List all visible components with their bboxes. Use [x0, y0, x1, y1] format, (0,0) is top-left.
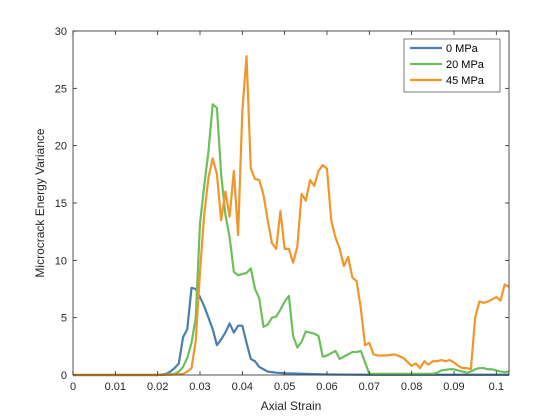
y-tick-label: 10: [55, 255, 67, 267]
x-tick-label: 0.08: [401, 381, 422, 393]
series-line-45-mpa: [73, 55, 510, 377]
x-axis: 0 0.01 0.02 0.03 0.04 0.05 0.06 0.07 0.08 0.09 0.1: [70, 31, 504, 393]
y-tick-label: 5: [61, 313, 67, 325]
x-tick-label: 0.09: [443, 381, 464, 393]
y-tick-label: 25: [55, 83, 67, 95]
x-tick-label: 0.06: [316, 381, 337, 393]
x-tick-label: 0.07: [359, 381, 380, 393]
y-axis-label: Microcrack Energy Variance: [33, 128, 47, 277]
x-tick-label: 0.04: [232, 381, 253, 393]
legend-entry-label: 20 MPa: [446, 59, 485, 71]
y-tick-label: 0: [61, 370, 67, 382]
x-tick-label: 0.03: [189, 381, 210, 393]
x-tick-label: 0.01: [105, 381, 126, 393]
series-layer: [73, 55, 510, 377]
x-tick-label: 0: [70, 381, 76, 393]
legend-entry-label: 0 MPa: [446, 43, 479, 55]
x-tick-label: 0.05: [274, 381, 295, 393]
x-tick-label: 0.1: [489, 381, 504, 393]
x-tick-label: 0.02: [147, 381, 168, 393]
y-axis: 0 5 10 15 20 25 30: [55, 26, 509, 382]
x-axis-label: Axial Strain: [261, 399, 322, 413]
y-tick-label: 30: [55, 26, 67, 38]
y-tick-label: 15: [55, 198, 67, 210]
y-tick-label: 20: [55, 141, 67, 153]
legend-entry-label: 45 MPa: [446, 75, 485, 87]
series-line-0-mpa: [73, 286, 509, 377]
legend: 0 MPa 20 MPa 45 MPa: [403, 38, 501, 93]
series-line-20-mpa: [73, 103, 510, 377]
